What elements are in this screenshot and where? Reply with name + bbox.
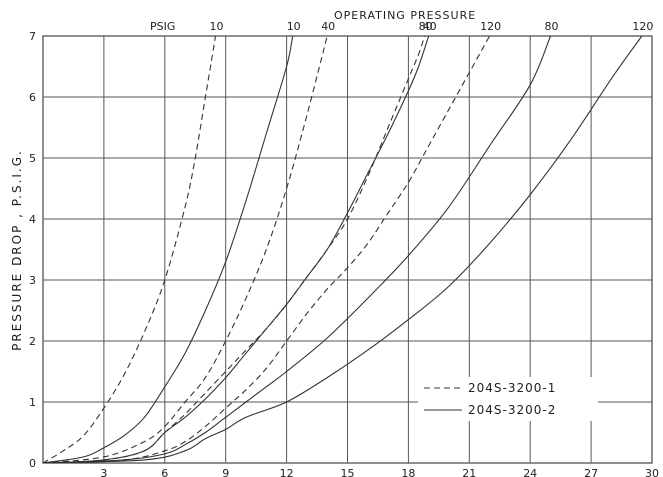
series-pressure-label: 120 [632,20,653,33]
legend: 204S-3200-1 204S-3200-2 [418,377,598,421]
y-tick-label: 2 [29,335,36,348]
series-line-dashed-80 [42,35,426,464]
series-lines [42,35,643,464]
series-pressure-label: 80 [545,20,559,33]
y-tick-label: 4 [29,213,36,226]
series-line-dashed-10 [42,35,217,464]
x-tick-label: 18 [401,467,415,477]
y-tick-labels: 0 1 2 3 4 5 6 7 [29,30,36,470]
series-pressure-label: 10 [287,20,301,33]
series-pressure-label: 120 [480,20,501,33]
y-tick-label: 3 [29,274,36,287]
x-tick-label: 12 [280,467,294,477]
x-tick-labels: 3 6 9 12 15 18 21 24 27 30 [100,467,659,477]
y-tick-label: 0 [29,457,36,470]
x-tick-label: 15 [341,467,355,477]
series-pressure-label: 80 [419,20,433,33]
y-tick-label: 5 [29,152,36,165]
x-tick-label: 6 [161,467,168,477]
series-line-solid-10 [42,35,294,464]
y-tick-label: 6 [29,91,36,104]
x-tick-label: 30 [645,467,659,477]
legend-box [418,377,598,421]
x-tick-label: 21 [462,467,476,477]
x-tick-label: 24 [523,467,537,477]
series-line-dashed-120 [42,35,491,464]
series-line-solid-80 [42,35,552,464]
y-axis-label: PRESSURE DROP , P.S.I.G. [10,149,24,351]
y-tick-label: 1 [29,396,36,409]
top-title-label: OPERATING PRESSURE [334,9,476,22]
series-pressure-label: 40 [423,20,437,33]
y-tick-label: 7 [29,30,36,43]
series-line-solid-120 [42,35,643,464]
legend-entry-1: 204S-3200-1 [468,381,556,395]
x-tick-label: 3 [100,467,107,477]
series-line-dashed-40 [42,35,328,464]
series-pressure-label: 40 [321,20,335,33]
x-tick-label: 27 [584,467,598,477]
top-unit-label: PSIG [150,20,175,33]
x-tick-label: 9 [222,467,229,477]
legend-entry-2: 204S-3200-2 [468,403,556,417]
series-pressure-label: 10 [210,20,224,33]
